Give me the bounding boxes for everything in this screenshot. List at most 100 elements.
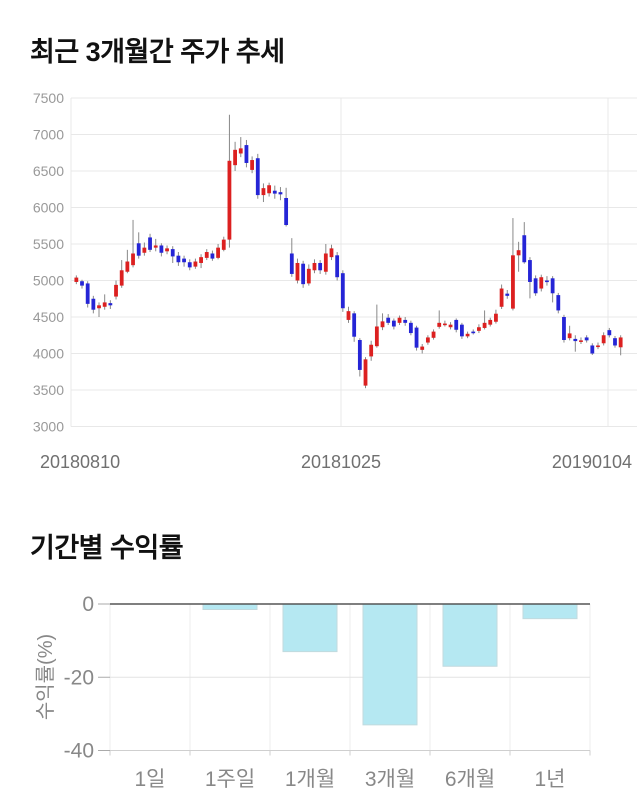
candle-down — [357, 339, 362, 370]
candle-up — [306, 268, 311, 284]
candle-up — [114, 284, 118, 297]
y-axis-tick-label: 4500 — [33, 309, 64, 325]
x-axis-category-label: 1주일 — [205, 768, 255, 791]
candle-down — [289, 253, 294, 274]
candle-down — [590, 345, 595, 354]
candle-down — [391, 320, 396, 327]
candle-down — [545, 280, 549, 283]
candle-down — [573, 338, 578, 342]
period-return-bar-chart: 0 -20 -40 1일 1주일 1개월 3개월 6개월 1년 수익률(%) — [34, 593, 591, 791]
return-bar — [362, 603, 418, 726]
candle-up — [238, 148, 243, 154]
y-axis-tick-label: 7500 — [33, 90, 64, 106]
candle-down — [414, 327, 419, 348]
candle-up — [397, 317, 402, 323]
y-axis-tick-label: 6500 — [33, 163, 64, 179]
candle-up — [488, 319, 493, 325]
candle-down — [210, 253, 215, 259]
candle-down — [556, 295, 561, 311]
candle-up — [165, 248, 169, 252]
candle-up — [346, 311, 351, 320]
y-axis-title: 수익률(%) — [34, 634, 57, 720]
candle-down — [528, 260, 532, 282]
x-axis-category-label: 1년 — [535, 768, 566, 791]
candle-down — [255, 158, 260, 196]
candle-down — [176, 255, 181, 263]
candle-up — [295, 262, 300, 281]
candle-up — [437, 322, 442, 327]
candle-up — [323, 253, 328, 272]
candle-down — [148, 237, 152, 250]
candle-down — [278, 192, 283, 195]
candle-down — [272, 190, 277, 194]
y-axis-tick-label: 3500 — [33, 382, 64, 398]
y-axis-tick-label: 4000 — [33, 346, 64, 362]
candle-down — [108, 303, 113, 306]
return-chart-title: 기간별 수익률 — [30, 533, 184, 563]
candle-down — [159, 245, 164, 253]
return-bar — [202, 603, 258, 610]
candle-down — [244, 145, 249, 163]
x-axis-category-label: 1일 — [135, 768, 166, 791]
candle-up — [374, 326, 379, 347]
candle-up — [193, 261, 198, 267]
candle-up — [425, 337, 430, 343]
y-axis-tick-label: 6000 — [33, 200, 64, 216]
candle-down — [460, 324, 464, 337]
candle-down — [550, 278, 555, 294]
candle-up — [431, 331, 436, 338]
candle-up — [102, 302, 107, 307]
return-bar — [282, 603, 338, 653]
candle-down — [340, 273, 345, 309]
candle-down — [284, 198, 289, 226]
candle-up — [380, 321, 385, 328]
candle-down — [170, 249, 175, 257]
x-axis-category-label: 1개월 — [285, 768, 335, 791]
candle-down — [454, 319, 459, 330]
candle-up — [267, 185, 272, 194]
candle-up — [74, 277, 79, 282]
candle-down — [335, 255, 340, 278]
price-chart-title: 최근 3개월간 주가 추세 — [30, 37, 285, 67]
candle-up — [261, 188, 266, 196]
candle-down — [584, 337, 589, 341]
x-axis-category-label: 6개월 — [445, 768, 495, 791]
y-axis-tick-label: 7000 — [33, 127, 64, 143]
candle-up — [233, 149, 237, 166]
candle-up — [499, 288, 504, 307]
y-axis-tick-label: 5500 — [33, 236, 64, 252]
candle-up — [601, 335, 606, 344]
candle-up — [221, 239, 226, 250]
candle-down — [80, 281, 84, 286]
return-bar — [442, 603, 498, 667]
candle-up — [465, 333, 470, 337]
candle-down — [562, 317, 566, 340]
candle-down — [301, 263, 306, 285]
candle-up — [250, 160, 255, 170]
y-axis-tick-label: 3000 — [33, 419, 64, 435]
candle-down — [386, 317, 391, 323]
candle-down — [522, 235, 527, 263]
candle-up — [511, 255, 515, 309]
candle-up — [596, 345, 600, 348]
y-axis-tick-label: 0 — [82, 593, 94, 616]
y-axis-tick-label: -40 — [64, 740, 94, 763]
y-axis-tick-label: 5000 — [33, 273, 64, 289]
candle-down — [533, 278, 538, 294]
candle-down — [85, 283, 90, 304]
candle-up — [516, 250, 521, 256]
candle-up — [227, 160, 232, 240]
candle-down — [182, 258, 186, 263]
candle-up — [312, 262, 317, 271]
candle-up — [142, 247, 147, 253]
candle-down — [187, 262, 192, 268]
candle-up — [153, 245, 158, 248]
candle-up — [482, 322, 487, 328]
candle-up — [579, 340, 583, 342]
x-axis-date-label: 20181025 — [301, 452, 381, 472]
candle-down — [136, 243, 141, 256]
candle-down — [403, 319, 408, 323]
candle-down — [505, 293, 510, 296]
candle-down — [408, 322, 413, 334]
